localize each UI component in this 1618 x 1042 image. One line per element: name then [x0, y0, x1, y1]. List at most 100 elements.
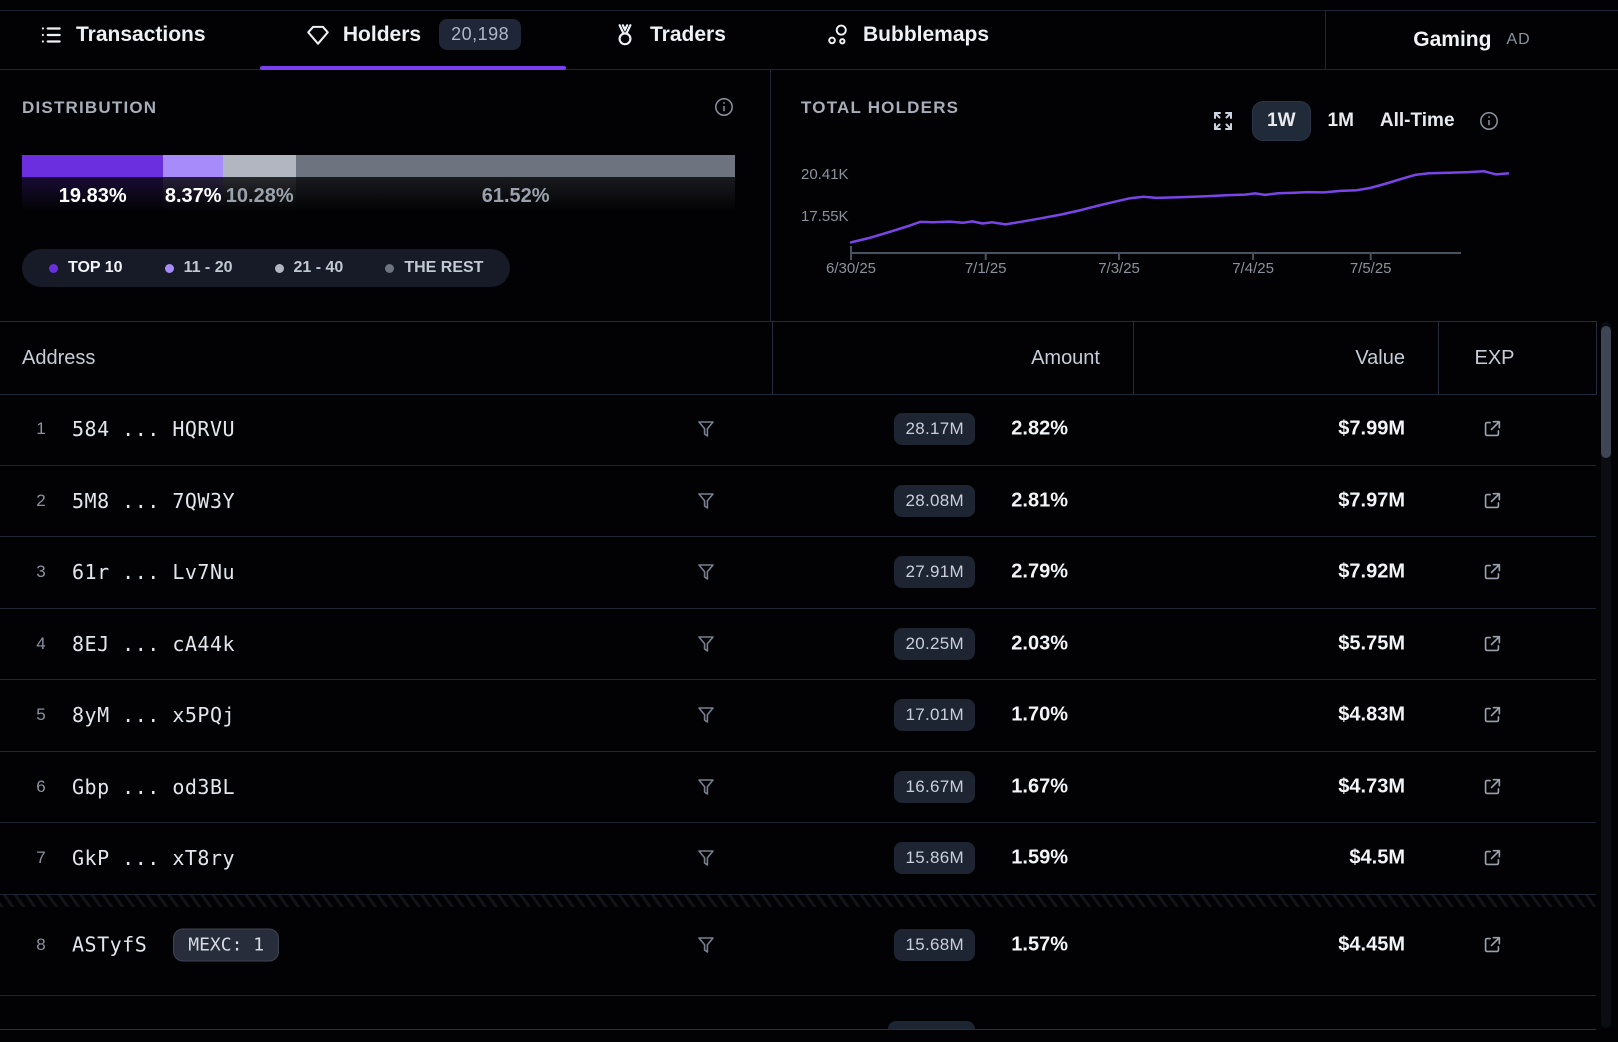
column-address[interactable]: Address	[22, 346, 96, 369]
filter-icon[interactable]	[694, 417, 718, 441]
scrollbar-thumb[interactable]	[1601, 326, 1611, 458]
highlight-stripe	[0, 894, 1596, 907]
filter-icon[interactable]	[694, 703, 718, 727]
table-row[interactable]: 3 61r ... Lv7Nu 27.91M 2.79% $7.92M	[0, 537, 1596, 609]
external-link-icon[interactable]	[1481, 633, 1503, 655]
distribution-bar: 19.83% 8.37% 10.28% 61.52%	[22, 155, 735, 215]
rank: 5	[36, 705, 46, 725]
ad-badge: AD	[1506, 31, 1531, 48]
distribution-segment[interactable]	[22, 155, 164, 177]
table-row[interactable]: 4 8EJ ... cA44k 20.25M 2.03% $5.75M	[0, 609, 1596, 680]
x-axis-label: 7/4/25	[1232, 260, 1274, 277]
legend-item[interactable]: 21 - 40	[274, 259, 343, 277]
gem-icon	[305, 22, 331, 48]
distribution-percent-label: 8.37%	[163, 177, 224, 215]
ad-title[interactable]: Gaming	[1413, 28, 1492, 51]
amount-badge: 28.17M	[894, 413, 975, 446]
range-alltime-button[interactable]: All-Time	[1379, 110, 1455, 131]
range-1m-button[interactable]: 1M	[1327, 110, 1354, 131]
amount-badge-partial	[888, 1020, 975, 1029]
filter-icon[interactable]	[694, 933, 718, 957]
legend-dot	[164, 263, 174, 273]
medal-icon	[612, 22, 638, 48]
table-row[interactable]: 7 GkP ... xT8ry 15.86M 1.59% $4.5M	[0, 823, 1596, 895]
chart-controls: 1W 1M All-Time	[1211, 102, 1499, 140]
header-divider	[772, 322, 773, 394]
amount-badge: 20.25M	[894, 627, 975, 660]
table-row[interactable]: 5 8yM ... x5PQj 17.01M 1.70% $4.83M	[0, 680, 1596, 752]
scrollbar-track[interactable]	[1601, 322, 1611, 1028]
holders-line-chart	[849, 169, 1510, 260]
filter-icon[interactable]	[694, 560, 718, 584]
y-axis-label-bottom: 17.55K	[801, 208, 849, 225]
table-row[interactable]: 2 5M8 ... 7QW3Y 28.08M 2.81% $7.97M	[0, 466, 1596, 537]
x-axis-label: 7/3/25	[1098, 260, 1140, 277]
active-tab-underline	[260, 66, 566, 70]
address[interactable]: ASTyfS	[72, 932, 148, 957]
column-value[interactable]: Value	[1355, 346, 1405, 369]
info-icon[interactable]	[714, 97, 734, 117]
column-exp: EXP	[1474, 346, 1515, 369]
filter-icon[interactable]	[694, 632, 718, 656]
filter-icon[interactable]	[694, 775, 718, 799]
value: $7.99M	[1338, 417, 1405, 440]
rank: 2	[36, 490, 46, 510]
table-row[interactable]: 1 584 ... HQRVU 28.17M 2.82% $7.99M	[0, 394, 1596, 466]
value: $7.97M	[1338, 489, 1405, 512]
external-link-icon[interactable]	[1481, 934, 1503, 956]
external-link-icon[interactable]	[1481, 418, 1503, 440]
address[interactable]: 584 ... HQRVU	[72, 417, 236, 442]
value: $7.92M	[1338, 560, 1405, 583]
rank: 6	[36, 776, 46, 796]
amount-badge: 15.68M	[894, 928, 975, 961]
table-row[interactable]: 6 Gbp ... od3BL 16.67M 1.67% $4.73M	[0, 752, 1596, 823]
filter-icon[interactable]	[694, 846, 718, 870]
external-link-icon[interactable]	[1481, 490, 1503, 512]
external-link-icon[interactable]	[1481, 776, 1503, 798]
nav-tab-traders[interactable]: Traders	[612, 0, 726, 69]
nav-tab-bubblemaps[interactable]: Bubblemaps	[825, 0, 989, 69]
distribution-segment[interactable]	[163, 155, 224, 177]
external-link-icon[interactable]	[1481, 561, 1503, 583]
ad-section[interactable]: Gaming AD	[1325, 10, 1618, 69]
filter-icon[interactable]	[694, 489, 718, 513]
range-1w-button[interactable]: 1W	[1253, 102, 1310, 140]
amount-badge: 28.08M	[894, 484, 975, 517]
y-axis-label-top: 20.41K	[801, 166, 849, 183]
chart-info-icon[interactable]	[1479, 111, 1499, 131]
amount-badge: 17.01M	[894, 699, 975, 732]
address[interactable]: 61r ... Lv7Nu	[72, 560, 236, 585]
amount-percent: 1.59%	[1011, 846, 1068, 869]
distribution-segment[interactable]	[296, 155, 735, 177]
rank: 1	[36, 419, 46, 439]
distribution-segment[interactable]	[223, 155, 297, 177]
header-divider	[1133, 322, 1134, 394]
external-link-icon[interactable]	[1481, 847, 1503, 869]
amount-percent: 2.81%	[1011, 489, 1068, 512]
amount-percent: 2.03%	[1011, 632, 1068, 655]
legend-item[interactable]: TOP 10	[49, 259, 123, 277]
value: $4.45M	[1338, 933, 1405, 956]
address[interactable]: 8EJ ... cA44k	[72, 631, 236, 656]
legend-item[interactable]: 11 - 20	[164, 259, 233, 277]
external-link-icon[interactable]	[1481, 704, 1503, 726]
nav-tab-transactions[interactable]: Transactions	[38, 0, 206, 69]
address[interactable]: Gbp ... od3BL	[72, 774, 236, 799]
nav-tab-holders[interactable]: Holders 20,198	[260, 0, 566, 70]
address[interactable]: GkP ... xT8ry	[72, 846, 236, 871]
legend-item[interactable]: THE REST	[385, 259, 483, 277]
address[interactable]: 8yM ... x5PQj	[72, 703, 236, 728]
column-amount[interactable]: Amount	[1031, 346, 1100, 369]
amount-badge: 15.86M	[894, 842, 975, 875]
amount-percent: 2.82%	[1011, 417, 1068, 440]
table-header: Address Amount Value EXP	[0, 321, 1597, 395]
partial-row[interactable]	[0, 996, 1596, 1030]
legend-dot	[385, 263, 395, 273]
table-row[interactable]: 8 ASTyfS MEXC: 1 15.68M 1.57% $4.45M	[0, 894, 1596, 996]
value: $4.5M	[1349, 846, 1405, 869]
distribution-legend: TOP 10 11 - 20 21 - 40 THE REST	[22, 249, 511, 287]
expand-icon[interactable]	[1211, 109, 1235, 133]
list-icon	[38, 22, 64, 48]
total-holders-panel: TOTAL HOLDERS 1W 1M All-Time 20.41K 17.5…	[770, 70, 1618, 321]
address[interactable]: 5M8 ... 7QW3Y	[72, 488, 236, 513]
